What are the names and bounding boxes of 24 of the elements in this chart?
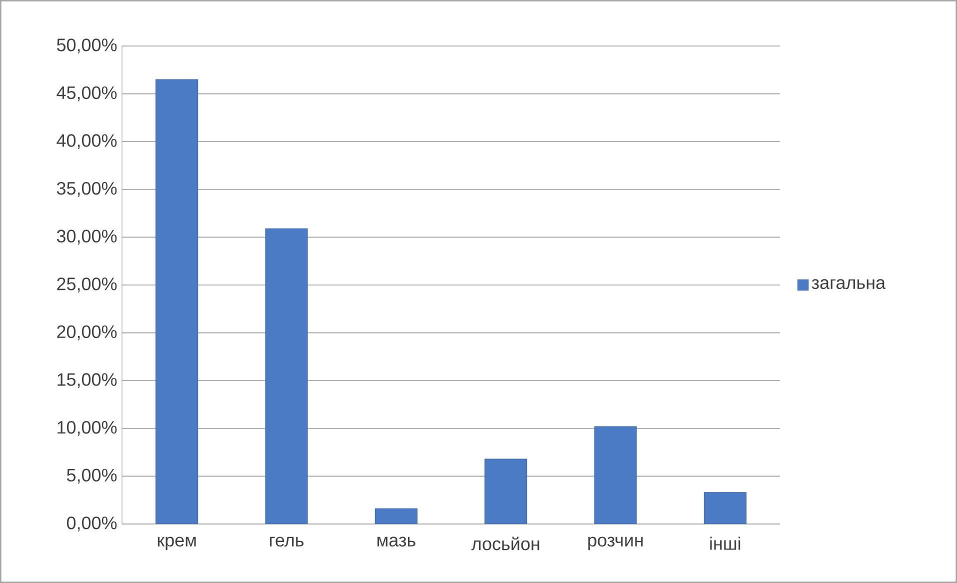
- x-tick-label: інші: [710, 536, 740, 550]
- y-tick-label: 45,00%: [56, 86, 117, 102]
- bar: [704, 492, 746, 524]
- y-tick-label: 15,00%: [58, 373, 117, 388]
- bar: [484, 458, 528, 524]
- y-tick-label: 25,00%: [57, 278, 117, 292]
- x-tick-label: гель: [270, 536, 304, 547]
- y-tick-label: 20,00%: [57, 325, 117, 340]
- bar: [594, 426, 637, 524]
- x-tick-label: лосьйон: [471, 536, 540, 550]
- y-tick-label: 10,00%: [58, 420, 117, 436]
- y-tick-label: 0,00%: [66, 516, 117, 532]
- x-tick-label: мазь: [378, 536, 416, 547]
- y-tick-label: 50,00%: [56, 38, 117, 54]
- x-tick-label: крем: [158, 536, 196, 550]
- legend-label: загальна: [812, 279, 886, 290]
- x-tick-label: розчин: [588, 536, 643, 550]
- y-tick-label: 5,00%: [66, 468, 117, 484]
- bar: [265, 228, 308, 524]
- y-tick-label: 35,00%: [56, 182, 117, 197]
- bar: [374, 508, 418, 524]
- bar: [156, 79, 198, 524]
- y-tick-label: 40,00%: [56, 134, 117, 150]
- y-tick-label: 30,00%: [56, 230, 117, 245]
